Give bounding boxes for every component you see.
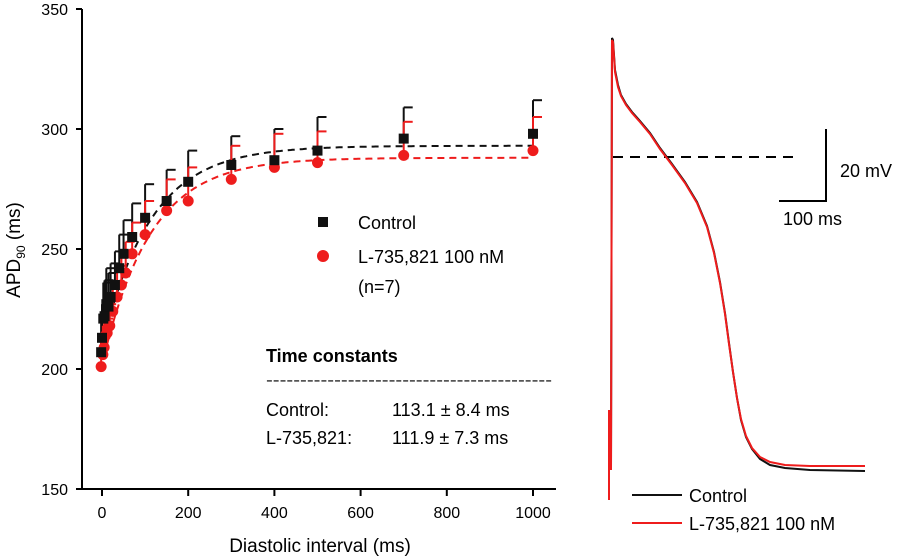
point-drug-17 — [398, 149, 410, 161]
y-tick-label-300: 300 — [41, 122, 68, 139]
x-tick-label-0: 0 — [98, 505, 107, 522]
trace-drug — [608, 39, 865, 500]
action-potential-traces: 20 mV 100 ms Control L-735,821 100 nM — [608, 37, 892, 534]
point-control-9 — [118, 248, 129, 259]
point-drug-18 — [527, 145, 539, 157]
point-drug-11 — [139, 229, 151, 241]
time-constants-annotation: Time constants -------------------------… — [266, 346, 552, 448]
point-drug-14 — [225, 173, 237, 185]
legend: Control L-735,821 100 nM (n=7) — [317, 213, 504, 297]
point-control-17 — [398, 133, 409, 144]
y-tick-label-150: 150 — [41, 482, 68, 499]
point-drug-16 — [312, 157, 323, 169]
point-control-14 — [226, 160, 237, 170]
trace-control — [608, 37, 866, 472]
point-control-16 — [312, 145, 323, 156]
time-constants-heading: Time constants — [266, 346, 398, 366]
legend-drug-label: L-735,821 100 nM — [358, 247, 504, 267]
point-control-1 — [97, 332, 107, 343]
y-tick-label-250: 250 — [41, 242, 68, 259]
y-axis-label-main: APD — [4, 259, 25, 298]
data-markers — [95, 128, 539, 373]
point-drug-12 — [161, 205, 173, 217]
point-control-3 — [99, 311, 110, 322]
tc-control-label: Control: — [266, 400, 329, 420]
point-control-5 — [103, 301, 114, 312]
point-drug-13 — [182, 195, 194, 207]
trace-legend-drug-label: L-735,821 100 nM — [689, 514, 835, 534]
point-control-10 — [127, 232, 138, 242]
tc-drug-label: L-735,821: — [266, 428, 352, 448]
scale-bar-voltage-label: 20 mV — [840, 161, 892, 181]
error-bars — [100, 99, 542, 367]
scale-bar: 20 mV 100 ms — [779, 129, 892, 229]
point-control-8 — [114, 263, 125, 274]
fit-curve-1 — [100, 156, 533, 370]
x-tick-label-400: 400 — [261, 505, 288, 522]
point-control-0 — [96, 347, 107, 358]
x-axis-label: Diastolic interval (ms) — [229, 536, 411, 557]
x-ticks: 0 200 400 600 800 1000 — [98, 489, 551, 522]
point-control-7 — [109, 280, 120, 290]
y-ticks: 150 200 250 300 350 — [41, 2, 82, 499]
x-tick-label-800: 800 — [433, 505, 460, 522]
legend-control-marker — [318, 217, 328, 227]
point-control-15 — [269, 155, 280, 166]
legend-control-label: Control — [358, 213, 416, 233]
trace-legend-control-label: Control — [689, 486, 747, 506]
point-control-11 — [140, 212, 151, 223]
y-tick-label-350: 350 — [41, 2, 68, 19]
trace-legend: Control L-735,821 100 nM — [632, 486, 835, 534]
y-axis-label: APD90 (ms) — [4, 202, 28, 298]
apd-restitution-chart: 150 200 250 300 350 0 200 400 600 800 1000 Diasto… — [4, 2, 556, 557]
y-axis-label-sub: 90 — [14, 245, 28, 259]
point-drug-0 — [95, 361, 107, 373]
legend-n-note: (n=7) — [358, 277, 401, 297]
y-axis-label-unit: (ms) — [4, 202, 25, 245]
y-tick-label-200: 200 — [41, 362, 68, 379]
legend-drug-marker — [317, 250, 329, 262]
point-control-12 — [161, 196, 172, 206]
point-control-13 — [183, 176, 194, 187]
tc-drug-value: 111.9 ± 7.3 ms — [392, 428, 508, 448]
scale-bar-time-label: 100 ms — [783, 209, 842, 229]
x-tick-label-1000: 1000 — [515, 505, 551, 522]
x-tick-label-200: 200 — [175, 505, 202, 522]
point-control-18 — [528, 128, 538, 139]
point-drug-10 — [126, 248, 138, 260]
point-control-6 — [105, 292, 116, 302]
time-constants-divider: ----------------------------------------… — [266, 372, 552, 389]
x-tick-label-600: 600 — [347, 505, 374, 522]
tc-control-value: 113.1 ± 8.4 ms — [392, 400, 510, 420]
